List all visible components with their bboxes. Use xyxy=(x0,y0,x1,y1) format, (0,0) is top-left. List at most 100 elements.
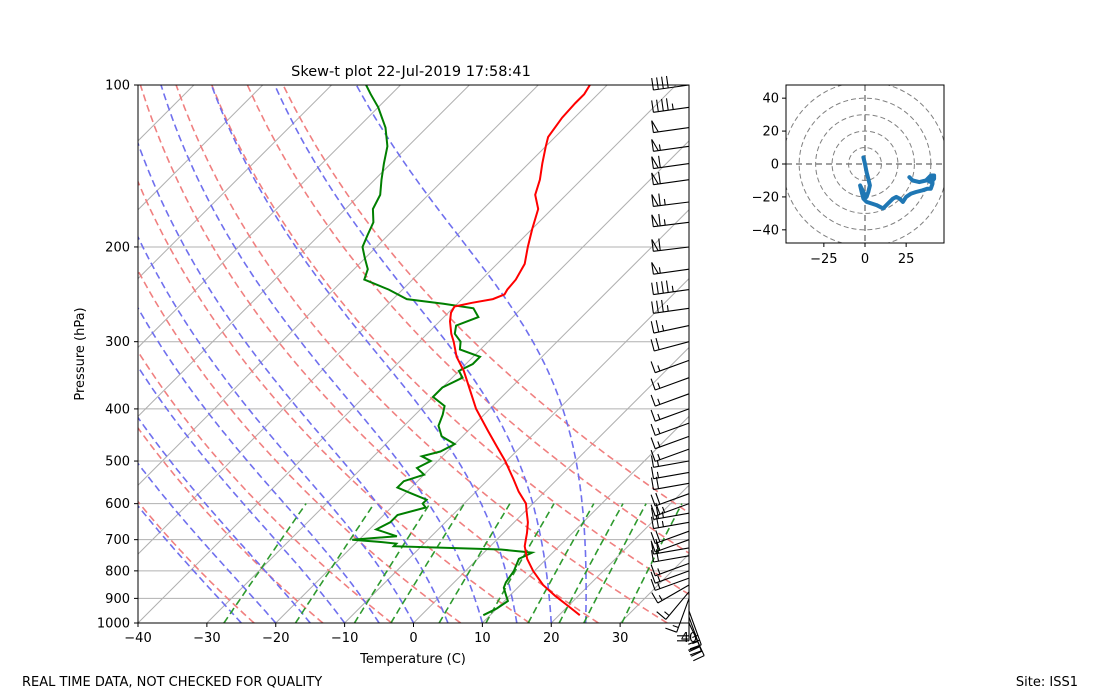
chart-title: Skew-t plot 22-Jul-2019 17:58:41 xyxy=(291,64,531,80)
quality-disclaimer: REAL TIME DATA, NOT CHECKED FOR QUALITY xyxy=(22,675,322,690)
hodograph-y-tick-label: 20 xyxy=(762,125,779,140)
dry-adiabat xyxy=(138,350,393,623)
x-axis-label: Temperature (C) xyxy=(359,652,466,667)
isotherm-gridline xyxy=(0,85,56,623)
dry-adiabats xyxy=(138,85,689,623)
x-tick-label: −20 xyxy=(262,631,289,646)
wind-barb xyxy=(651,98,690,113)
mixing-ratio-line xyxy=(527,503,595,623)
wind-barb xyxy=(650,466,690,480)
x-axis-ticks: −40 −30 −20 −10 0 10 20 30 40 xyxy=(124,623,697,646)
hodograph-x-tick-label: 25 xyxy=(898,252,915,267)
dry-adiabat xyxy=(138,179,531,623)
y-tick-label: 800 xyxy=(105,564,130,579)
y-tick-label: 900 xyxy=(105,592,130,607)
wind-barb xyxy=(651,262,690,275)
isotherm-gridline xyxy=(138,85,264,211)
wind-barb xyxy=(650,476,690,491)
dry-adiabat xyxy=(139,85,599,623)
y-axis-label: Pressure (hPa) xyxy=(73,307,88,400)
hodograph-x-tick-label: −25 xyxy=(810,252,837,267)
skewt-plot-area xyxy=(0,85,689,623)
hodograph-y-tick-label: 40 xyxy=(762,92,779,107)
wind-barbs xyxy=(650,75,705,662)
hodograph-y-tick-label: 0 xyxy=(771,158,779,173)
wind-barb xyxy=(650,377,690,391)
wind-barb xyxy=(651,139,690,152)
wind-barb xyxy=(650,502,690,517)
moist-adiabat xyxy=(138,235,415,623)
wind-barb xyxy=(650,359,690,374)
y-tick-label: 400 xyxy=(105,402,130,417)
wind-barb xyxy=(651,171,690,186)
x-tick-label: 10 xyxy=(474,631,491,646)
dry-adiabat xyxy=(138,268,462,623)
moist-adiabat xyxy=(138,416,311,623)
x-tick-label: 30 xyxy=(612,631,629,646)
wind-barb xyxy=(651,280,690,296)
wind-barb xyxy=(650,337,690,352)
wind-barb xyxy=(651,75,690,91)
isotherm-gridline xyxy=(688,622,689,623)
wind-barb xyxy=(650,408,690,422)
wind-barb xyxy=(650,515,690,530)
wind-barb xyxy=(650,577,690,591)
mixing-ratio-line xyxy=(223,503,307,623)
site-label: Site: ISS1 xyxy=(1016,675,1078,690)
dry-adiabat xyxy=(246,85,689,555)
wind-barb xyxy=(650,538,690,553)
wind-barb xyxy=(651,213,690,228)
mixing-ratio-line xyxy=(621,503,683,623)
dry-adiabat xyxy=(138,500,255,623)
y-tick-label: 600 xyxy=(105,497,130,512)
moist-adiabat xyxy=(138,140,449,623)
y-tick-label: 100 xyxy=(105,79,130,94)
dry-adiabat xyxy=(138,426,324,623)
isotherm-gridline xyxy=(275,209,689,623)
x-tick-label: 40 xyxy=(681,631,698,646)
wind-barb xyxy=(656,591,690,620)
temperature-line xyxy=(448,85,591,616)
wind-barb xyxy=(651,299,690,314)
wind-barb xyxy=(650,455,690,468)
hodograph-y-tick-label: −20 xyxy=(752,190,779,205)
moist-adiabat xyxy=(138,306,380,623)
isotherm-gridline xyxy=(138,85,608,555)
wind-barb xyxy=(650,492,690,507)
dry-adiabat xyxy=(282,85,689,514)
isotherm-gridline xyxy=(482,415,689,623)
moist-adiabat xyxy=(160,85,484,623)
wind-barb xyxy=(650,530,690,545)
wind-barb xyxy=(650,570,690,584)
mixing-ratio-line xyxy=(583,503,647,623)
dry-adiabat xyxy=(175,85,668,623)
moist-adiabat xyxy=(138,365,346,623)
moist-adiabats xyxy=(138,85,587,623)
dewpoint-line xyxy=(352,85,536,617)
wind-barb xyxy=(650,320,690,334)
x-tick-label: −40 xyxy=(124,631,151,646)
isotherm-gridline xyxy=(138,85,332,280)
hodograph-x-ticks: −25 0 25 xyxy=(810,243,914,267)
wind-barb xyxy=(650,435,690,450)
x-tick-label: −10 xyxy=(331,631,358,646)
wind-barb xyxy=(650,506,690,520)
wind-barb xyxy=(651,155,690,170)
dry-adiabat xyxy=(211,85,689,596)
isotherm-gridline xyxy=(619,553,689,623)
isotherm-gridline xyxy=(413,346,689,623)
moist-adiabat xyxy=(355,85,587,623)
hodograph-y-tick-label: −40 xyxy=(752,223,779,238)
wind-barb xyxy=(651,193,690,207)
wind-barb xyxy=(651,238,690,252)
wind-barb xyxy=(688,616,702,656)
wind-barb xyxy=(665,598,690,633)
wind-barb xyxy=(650,562,690,577)
wind-barb xyxy=(650,393,690,407)
y-tick-label: 300 xyxy=(105,335,130,350)
hodograph: −25 0 25 40 20 0 −20 −40 xyxy=(752,84,945,267)
isotherm-gridline xyxy=(138,85,195,142)
mixing-ratio-line xyxy=(485,503,555,623)
skewt-grid xyxy=(0,85,689,623)
